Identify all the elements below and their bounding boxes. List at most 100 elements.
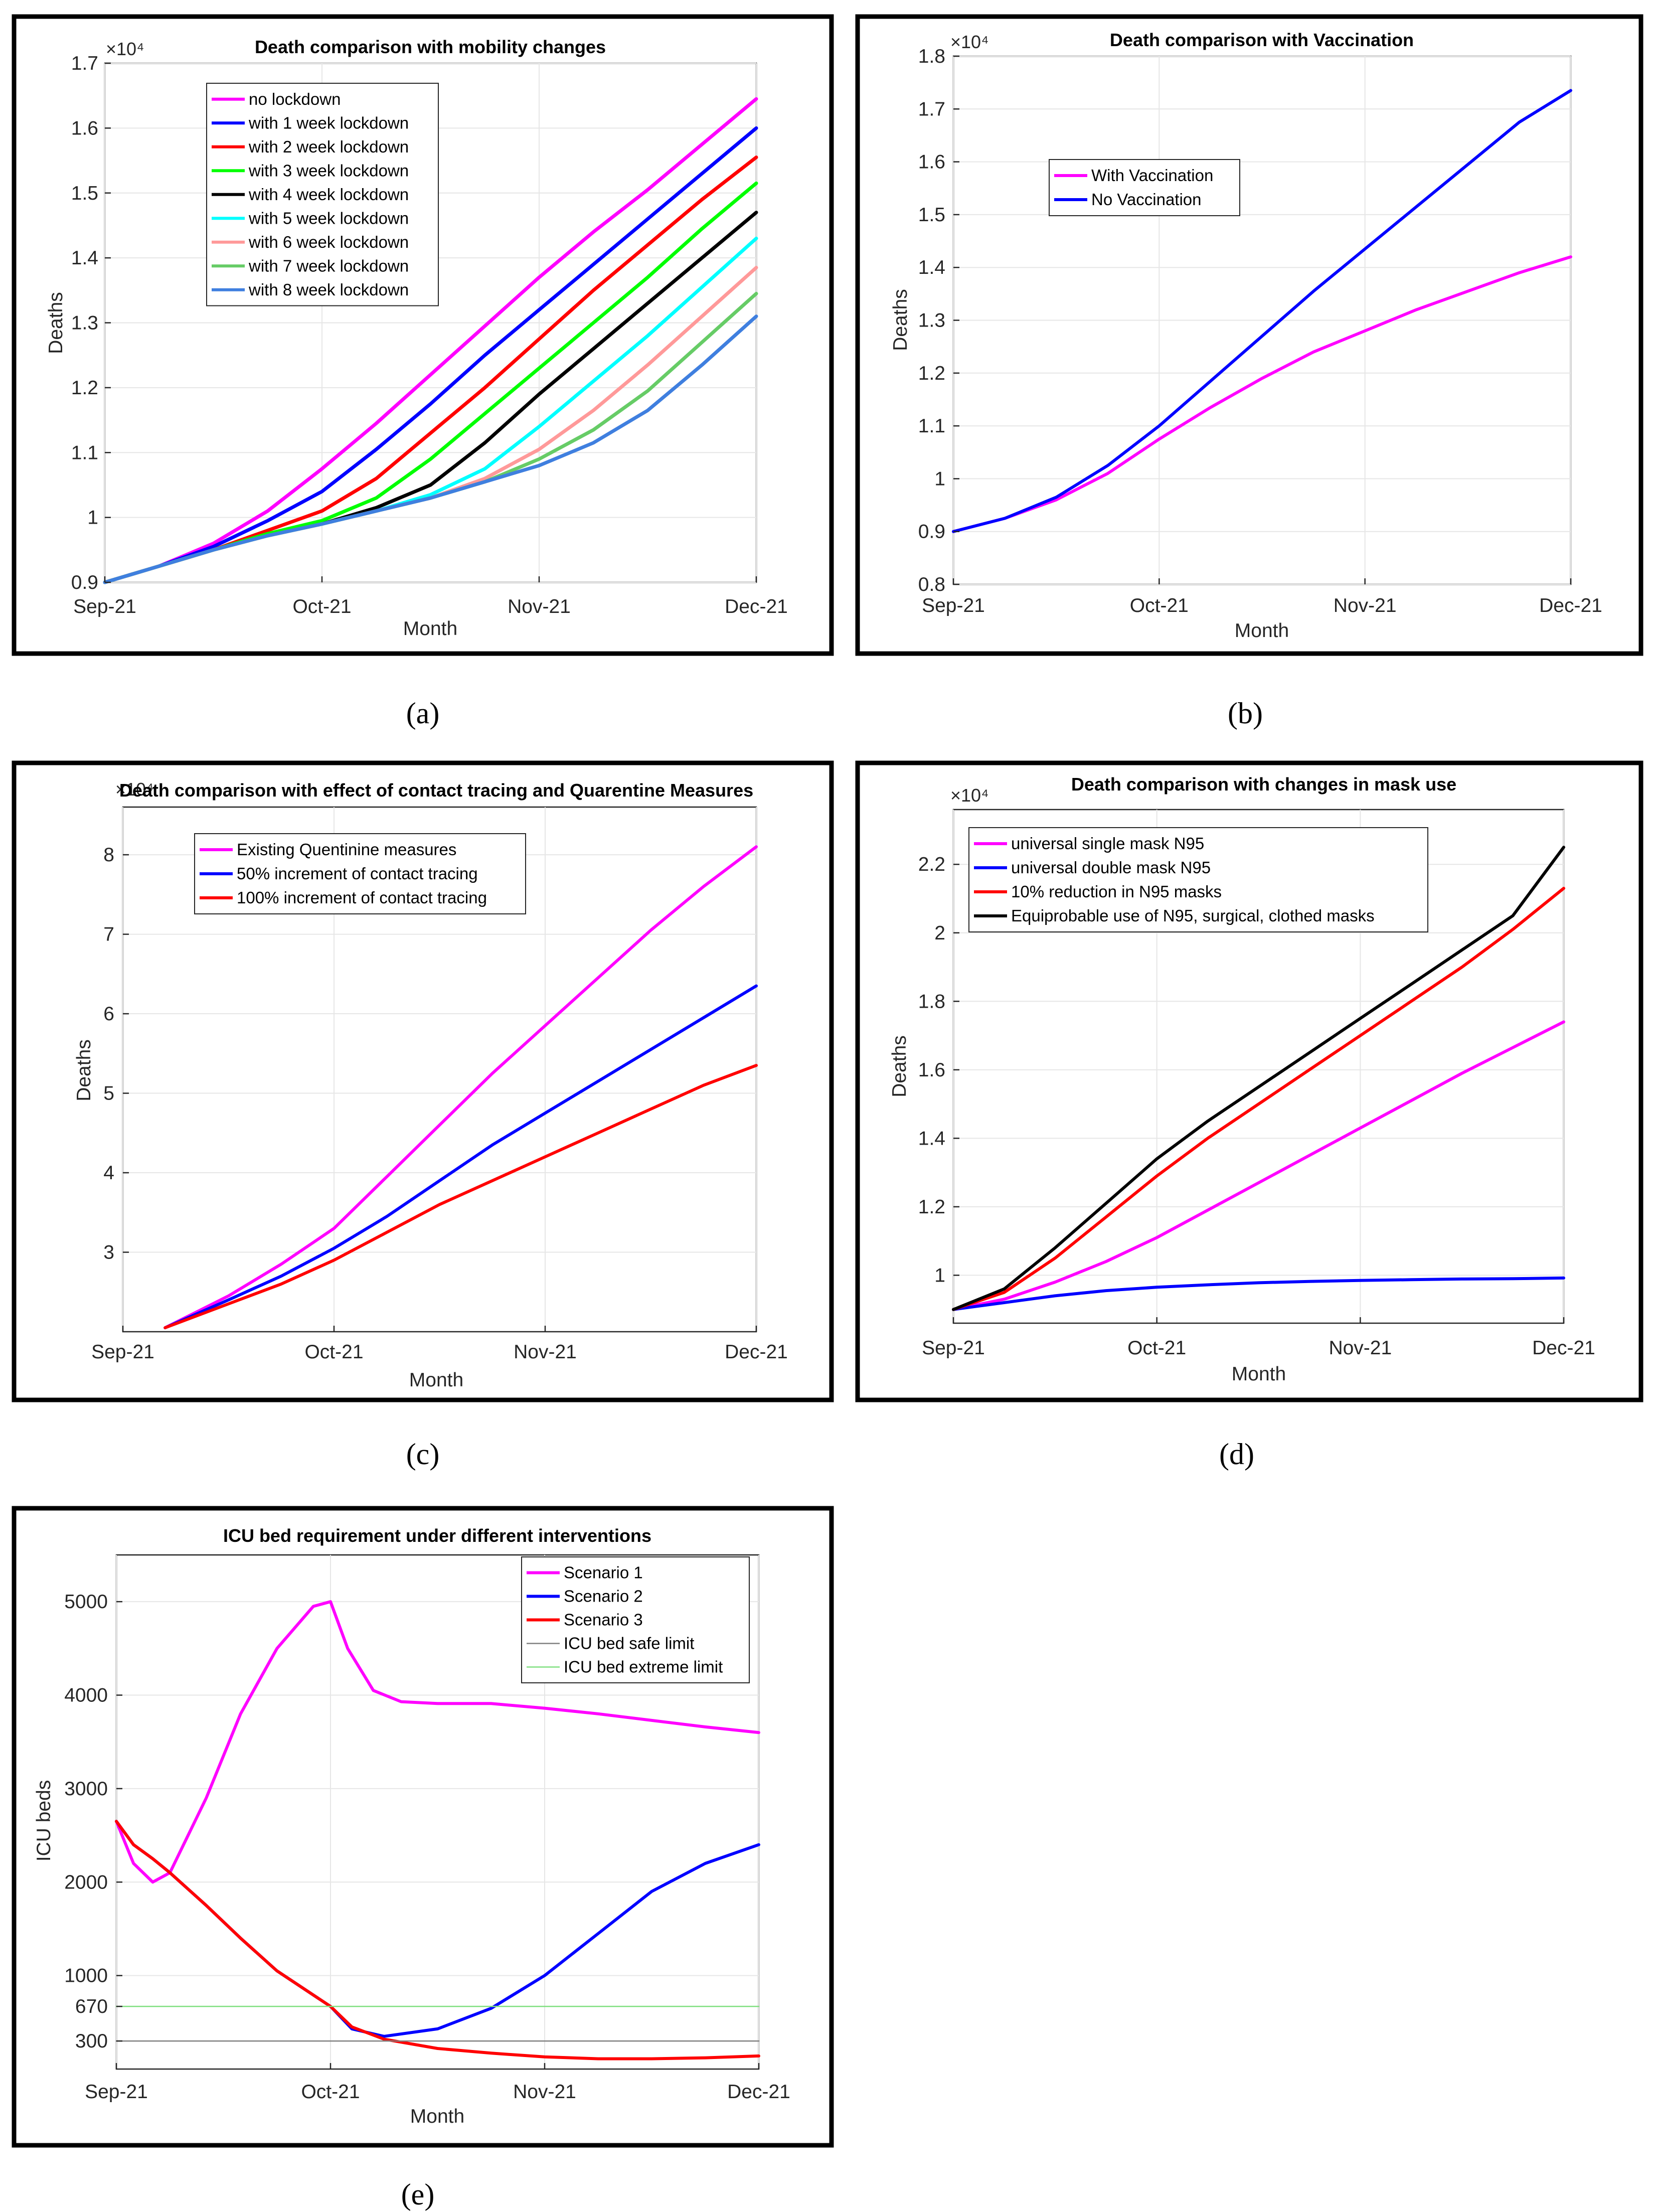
panel-d-title: Death comparison with changes in mask us… [1071, 774, 1456, 795]
y-tick-label: 1.3 [71, 312, 98, 334]
y-tick-label: 1.4 [918, 257, 945, 278]
panel-a-xlabel: Month [403, 618, 457, 640]
panel-a-ylabel: Deaths [45, 292, 67, 354]
panel-d-ylabel: Deaths [889, 1035, 910, 1097]
x-tick-label: Dec-21 [725, 1341, 788, 1363]
panel-c-frame [12, 760, 834, 1402]
panel-e-xlabel: Month [410, 2106, 464, 2127]
x-tick-label: Oct-21 [301, 2081, 360, 2103]
series-line-with-8-week-lockdown [103, 314, 758, 584]
legend-label: 10% reduction in N95 masks [1011, 882, 1222, 901]
y-tick-label: 1 [934, 1265, 945, 1286]
panel-e-caption: (e) [401, 2178, 435, 2211]
y-tick-label: 4 [103, 1162, 114, 1184]
x-tick-label: Nov-21 [1334, 595, 1397, 616]
y-tick-label: 1.8 [918, 991, 945, 1012]
x-tick-label: Nov-21 [513, 2081, 576, 2103]
panel-e-ticks: Sep-21 Oct-21 Nov-21 Dec-21 300 670 1000 2000 30… [64, 1591, 790, 2103]
panel-d-xlabel: Month [1232, 1363, 1286, 1385]
panel-d-legend: universal single mask N95 universal doubl… [968, 827, 1428, 932]
panel-e-frame [12, 1506, 834, 2148]
panel-c-ylabel: Deaths [73, 1039, 95, 1101]
panel-a-series [103, 97, 758, 584]
y-tick-label: 1000 [64, 1965, 108, 1987]
x-tick-label: Dec-21 [727, 2081, 790, 2103]
panel-b-ticks: Sep-21 Oct-21 Nov-21 Dec-21 0.8 0.9 1 1.1 1.2 1.3… [918, 46, 1602, 616]
panel-b-legend: With Vaccination No Vaccination [1049, 159, 1240, 216]
series-line-scenario-3 [115, 1820, 760, 2061]
panel-b-multiplier: ×10⁴ [950, 32, 989, 52]
panel-c-ticks: Sep-21 Oct-21 Nov-21 Dec-21 3 4 5 6 7 8 [91, 844, 788, 1363]
legend-label: No Vaccination [1091, 190, 1202, 209]
series-line-100-increment-of-contact-tracing [163, 1064, 758, 1330]
panel-b-frame [855, 14, 1643, 656]
legend-label: with 5 week lockdown [248, 209, 409, 227]
panel-e: Sep-21 Oct-21 Nov-21 Dec-21 300 670 1000 2000 30… [12, 1506, 834, 2211]
panel-b-caption: (b) [1228, 697, 1263, 730]
panel-c-series [163, 845, 758, 1330]
panel-d-frame [855, 760, 1643, 1402]
panel-b-title: Death comparison with Vaccination [1110, 30, 1414, 50]
panel-a: Sep-21 Oct-21 Nov-21 Dec-21 0.9 1 1.1 1.2 1.3 1.4… [12, 14, 834, 730]
series-line-equiprobable-use-of-n95-surgical-clothed-masks [952, 846, 1565, 1311]
series-line-with-1-week-lockdown [103, 126, 758, 584]
legend-label: With Vaccination [1091, 166, 1213, 185]
y-tick-label: 1.6 [918, 151, 945, 173]
panel-d-multiplier: ×10⁴ [950, 785, 989, 806]
panel-c-legend: Existing Quentinine measures 50% incremen… [194, 833, 526, 914]
y-tick-label: 1.7 [71, 53, 98, 74]
panel-a-multiplier: ×10⁴ [106, 39, 144, 59]
series-line-no-vaccination [952, 89, 1572, 533]
panel-d: Sep-21 Oct-21 Nov-21 Dec-21 1 1.2 1.4 1.6 1.8 2 2.… [855, 760, 1643, 1471]
x-tick-label: Sep-21 [922, 595, 985, 616]
y-tick-label: 2.2 [918, 854, 945, 875]
series-line-50-increment-of-contact-tracing [163, 984, 758, 1330]
series-line-with-vaccination [952, 255, 1572, 533]
legend-box [968, 827, 1428, 932]
legend-label: Scenario 2 [564, 1587, 643, 1606]
legend-label: with 8 week lockdown [248, 280, 409, 299]
series-line-universal-single-mask-n95 [952, 1020, 1565, 1311]
panel-a-ticks: Sep-21 Oct-21 Nov-21 Dec-21 0.9 1 1.1 1.2 1.3 1.4… [71, 53, 788, 617]
legend-label: ICU bed extreme limit [564, 1658, 723, 1676]
legend-label: with 2 week lockdown [248, 137, 409, 156]
legend-label: Scenario 1 [564, 1563, 643, 1582]
legend-label: 100% increment of contact tracing [237, 888, 487, 907]
y-tick-label: 1.6 [918, 1059, 945, 1081]
panel-c: Sep-21 Oct-21 Nov-21 Dec-21 3 4 5 6 7 8 ×10⁴ Deat… [12, 760, 834, 1471]
panel-e-title: ICU bed requirement under different inte… [223, 1525, 651, 1546]
panel-a-title: Death comparison with mobility changes [255, 37, 606, 57]
series-line-no-lockdown [103, 97, 758, 584]
legend-label: Equiprobable use of N95, surgical, cloth… [1011, 906, 1375, 925]
panel-d-caption: (d) [1219, 1438, 1254, 1471]
panel-e-legend: Scenario 1 Scenario 2 Scenario 3 ICU bed sa… [521, 1556, 750, 1683]
legend-box [521, 1556, 750, 1683]
x-tick-label: Nov-21 [1329, 1337, 1392, 1359]
panel-d-series [952, 846, 1565, 1311]
y-tick-label: 670 [75, 1996, 108, 2017]
x-tick-label: Dec-21 [1532, 1337, 1595, 1359]
y-tick-label: 1.6 [71, 117, 98, 139]
x-tick-label: Oct-21 [1130, 595, 1189, 616]
y-tick-label: 1 [87, 507, 98, 529]
y-tick-label: 8 [103, 844, 114, 866]
y-tick-label: 2 [934, 922, 945, 944]
y-tick-label: 5 [103, 1083, 114, 1104]
panel-c-caption: (c) [406, 1438, 440, 1471]
y-tick-label: 2000 [64, 1871, 108, 1893]
panel-a-grid [104, 63, 757, 583]
x-tick-label: Sep-21 [922, 1337, 985, 1359]
y-tick-label: 1.3 [918, 310, 945, 332]
x-tick-label: Nov-21 [514, 1341, 577, 1363]
panel-a-caption: (a) [406, 697, 440, 730]
panel-d-ticks: Sep-21 Oct-21 Nov-21 Dec-21 1 1.2 1.4 1.6 1.8 2 2.… [918, 854, 1595, 1359]
x-tick-label: Nov-21 [508, 596, 571, 617]
y-tick-label: 6 [103, 1003, 114, 1025]
y-tick-label: 1 [934, 468, 945, 490]
y-tick-label: 1.5 [918, 204, 945, 226]
x-tick-label: Oct-21 [304, 1341, 363, 1363]
panel-b-series [952, 89, 1572, 533]
x-tick-label: Oct-21 [1127, 1337, 1186, 1359]
y-tick-label: 1.7 [918, 98, 945, 120]
